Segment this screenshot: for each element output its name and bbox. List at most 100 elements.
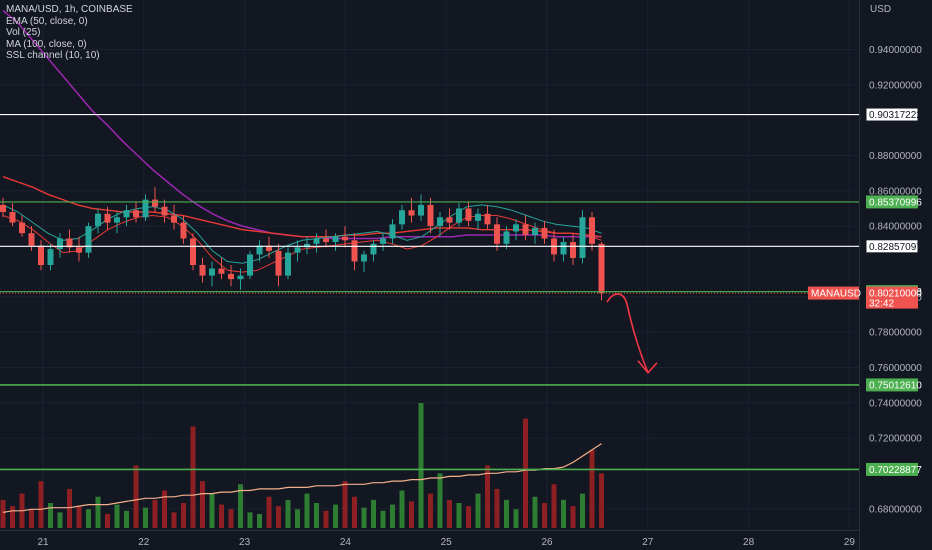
candle-body — [351, 240, 358, 262]
legend-ma[interactable]: MA (100, close, 0) — [6, 38, 87, 50]
candle-body — [76, 247, 82, 253]
price-tick-label: 0.94000000 — [869, 45, 922, 56]
volume-bar — [105, 513, 110, 528]
candle-body — [437, 217, 443, 227]
volume-bar — [523, 418, 528, 528]
volume-bar — [181, 503, 186, 528]
price-tick-label: 0.92000000 — [869, 80, 922, 91]
volume-bar — [304, 493, 310, 528]
candle-body — [456, 208, 462, 223]
time-tick-label: 26 — [541, 537, 553, 548]
volume-bar — [418, 403, 424, 528]
candle-body — [408, 210, 415, 216]
candle-body — [294, 247, 301, 253]
candle-body — [38, 245, 44, 265]
candle-body — [418, 204, 424, 216]
symbol-tag — [808, 286, 859, 300]
volume-bar — [409, 501, 414, 528]
candle-body — [275, 250, 282, 276]
candle-body — [446, 217, 453, 223]
volume-bar — [428, 493, 433, 528]
candle-body — [95, 213, 101, 227]
volume-bar — [285, 499, 291, 528]
candle-body — [247, 254, 253, 276]
candle-body — [532, 227, 538, 235]
volume-bar — [314, 503, 319, 528]
price-tick-label: 0.78000000 — [869, 328, 922, 339]
volume-bar — [380, 510, 386, 528]
level-lines[interactable] — [0, 113, 859, 471]
candle-body — [152, 199, 158, 207]
volume-bar — [124, 510, 129, 528]
ssl-channel-green — [2, 204, 602, 264]
legend-volume[interactable]: Vol (25) — [6, 27, 41, 38]
volume-bar — [162, 490, 167, 528]
volume-bar — [323, 510, 329, 528]
candle-body — [66, 238, 73, 248]
volume-bar — [494, 488, 500, 528]
volume-bar — [133, 465, 139, 528]
level-badge-text: 0.82857097 — [869, 242, 922, 253]
candle-body — [598, 243, 605, 294]
volume-bar — [238, 484, 243, 528]
candle-body — [199, 265, 206, 276]
candle-body — [133, 210, 139, 218]
candle-body — [323, 238, 329, 243]
candles — [0, 187, 605, 301]
candle-body — [180, 222, 187, 239]
candle-body — [85, 226, 92, 253]
candle-body — [104, 213, 111, 223]
level-badge-text: 0.75012610 — [869, 380, 922, 391]
legend-symbol[interactable]: MANA/USD, 1h, COINBASE — [6, 4, 133, 15]
volume-bar — [532, 496, 538, 528]
volume-bar — [200, 481, 205, 528]
volume-bar — [361, 507, 367, 528]
volume-bar — [342, 481, 348, 528]
candle-body — [209, 268, 215, 276]
volume-bar — [399, 490, 405, 528]
price-tick-label: 0.88000000 — [869, 151, 922, 162]
volume-bar — [504, 499, 509, 528]
volume-bar — [589, 449, 595, 528]
volume-bar — [390, 504, 395, 528]
volume-bar — [485, 465, 490, 528]
candle-body — [218, 268, 225, 274]
volume-bar — [437, 473, 443, 528]
level-badge — [865, 107, 919, 122]
volume-bar — [513, 509, 519, 528]
volume-bar — [57, 512, 63, 528]
candle-body — [228, 273, 234, 280]
time-axis[interactable]: 21 22 23 24 25 26 27 28 29 — [37, 537, 855, 548]
volume-bar — [551, 484, 557, 528]
price-tick-label: 0.74000000 — [869, 398, 922, 409]
volume-bar — [247, 512, 253, 528]
volume-bar — [466, 506, 471, 528]
volume-bar — [295, 509, 300, 528]
time-tick-label: 21 — [37, 537, 49, 548]
price-tick-label: 0.68000000 — [869, 504, 922, 515]
volume-bars — [0, 403, 604, 528]
level-badge — [866, 462, 918, 476]
volume-bar — [152, 499, 158, 528]
candle-body — [541, 227, 548, 239]
candle-body — [9, 212, 16, 223]
legend-ema[interactable]: EMA (50, close, 0) — [6, 15, 88, 27]
price-badges: 0.903172220.853709960.828570970.80289428… — [808, 107, 922, 476]
volume-bar — [10, 506, 15, 528]
candle-body — [361, 254, 367, 262]
candle-body — [380, 238, 386, 244]
volume-bar — [266, 496, 272, 528]
legend-ssl[interactable]: SSL channel (10, 10) — [6, 50, 100, 61]
price-tick-label: 0.76000000 — [869, 363, 922, 374]
candle-body — [370, 243, 377, 255]
candle-body — [304, 243, 310, 248]
candle-body — [332, 236, 339, 243]
candle-body — [285, 252, 291, 276]
volume-bar — [456, 503, 462, 528]
candle-body — [503, 231, 510, 244]
volume-bar — [333, 504, 338, 528]
volume-bar — [257, 513, 262, 528]
candle-body — [190, 238, 196, 265]
